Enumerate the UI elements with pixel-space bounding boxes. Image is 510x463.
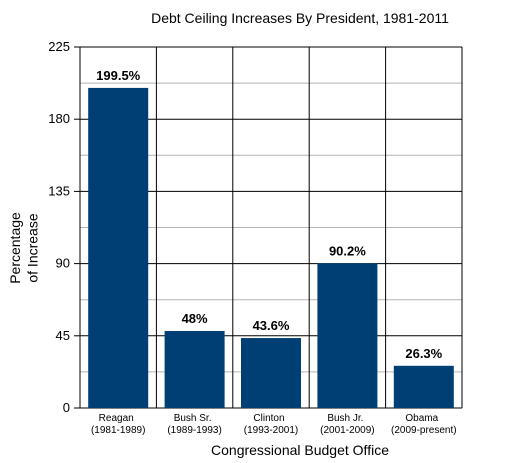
y-tick-label: 225 [48,39,70,54]
bar-clinton [241,338,301,408]
y-tick-label: 90 [56,256,70,271]
y-tick-label: 180 [48,111,70,126]
x-tick-label: Obama [405,413,438,424]
y-tick-label: 45 [56,328,70,343]
data-label: 48% [182,311,208,326]
data-label: 90.2% [329,243,366,258]
data-label: 26.3% [405,346,442,361]
x-tick-sublabel: (1989-1993) [167,425,221,436]
x-tick-label: Bush Jr. [327,413,363,424]
x-tick-sublabel: (2001-2009) [320,425,374,436]
data-label: 43.6% [253,318,290,333]
x-tick-sublabel: (1993-2001) [244,425,298,436]
bar-bush-jr [317,263,378,408]
bar-obama [393,365,454,408]
x-tick-label: Reagan [99,413,134,424]
bar-bush-sr [164,330,225,408]
y-tick-label: 135 [48,183,70,198]
x-tick-label: Clinton [253,413,284,424]
chart-title: Debt Ceiling Increases By President, 198… [151,10,449,26]
y-tick-label: 0 [63,400,70,415]
data-label: 199.5% [96,68,141,83]
bar-reagan [88,87,149,408]
x-tick-sublabel: (2009-present) [391,425,457,436]
x-tick-label: Bush Sr. [174,413,212,424]
x-axis-label: Congressional Budget Office [211,442,389,458]
x-tick-sublabel: (1981-1989) [91,425,145,436]
